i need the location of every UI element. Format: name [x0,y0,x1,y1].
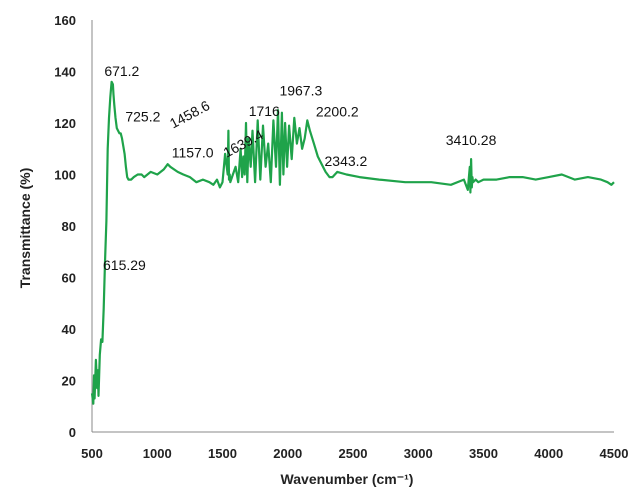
peak-label: 1967.3 [279,82,322,98]
peak-label: 1157.0 [172,145,214,161]
peak-label: 2343.2 [325,153,368,169]
peak-label: 1716 [249,103,280,119]
x-tick-label: 4000 [534,446,563,461]
y-axis-ticks: 0 20 40 60 80 100 120 140 160 [54,13,76,440]
x-tick-label: 4500 [600,446,629,461]
x-tick-label: 2000 [273,446,302,461]
x-tick-label: 3500 [469,446,498,461]
x-tick-label: 3000 [404,446,433,461]
peak-label: 671.2 [104,63,139,79]
x-tick-label: 500 [81,446,103,461]
y-axis-title: Transmittance (%) [17,168,33,289]
y-tick-label: 20 [62,374,76,389]
y-tick-label: 40 [62,322,76,337]
y-tick-label: 100 [54,168,76,183]
peak-label: 3410.28 [446,132,497,148]
y-tick-label: 60 [62,271,76,286]
x-tick-label: 2500 [339,446,368,461]
y-tick-label: 0 [69,425,76,440]
x-axis-title: Wavenumber (cm⁻¹) [281,471,414,487]
y-tick-label: 80 [62,219,76,234]
peak-label: 725.2 [125,109,160,125]
y-tick-label: 160 [54,13,76,28]
peak-label: 2200.2 [316,103,359,119]
peak-label: 615.29 [103,257,146,273]
x-tick-label: 1500 [208,446,237,461]
y-tick-label: 120 [54,116,76,131]
x-tick-label: 1000 [143,446,172,461]
x-axis-ticks: 500 1000 1500 2000 2500 3000 3500 4000 4500 [81,446,628,461]
y-tick-label: 140 [54,65,76,80]
spectrum-line [90,80,615,405]
